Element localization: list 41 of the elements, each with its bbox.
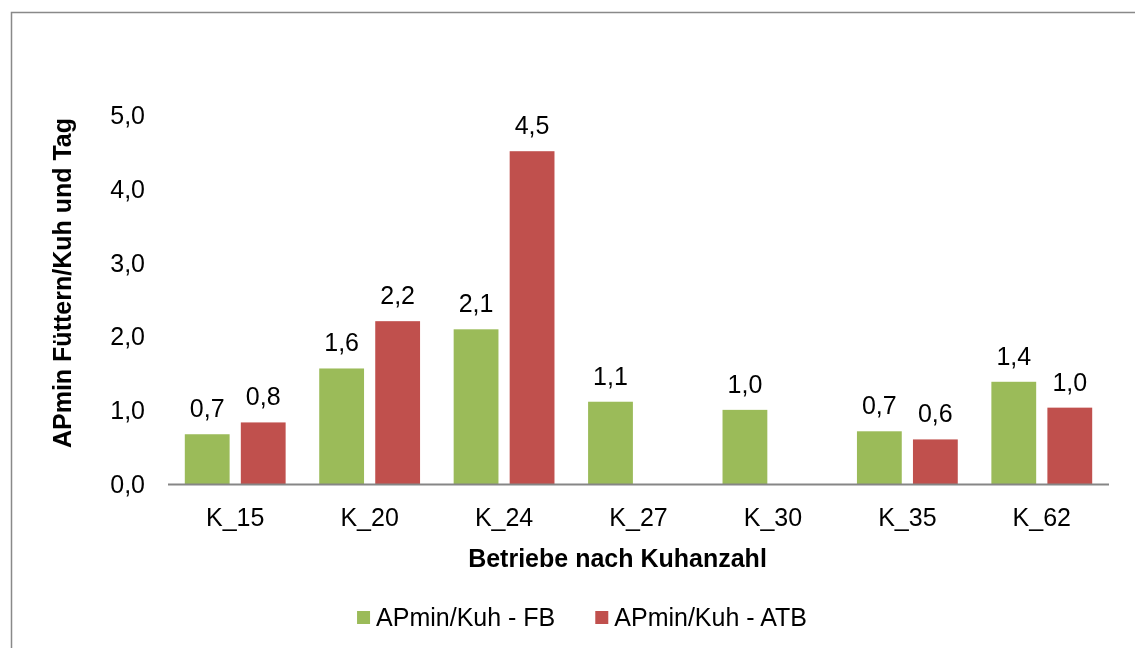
data-label: 0,8 — [245, 382, 281, 411]
bar — [991, 381, 1037, 485]
data-label: 2,1 — [458, 289, 494, 318]
x-tick-label: K_35 — [878, 503, 937, 531]
x-axis-title: Betriebe nach Kuhanzahl — [468, 544, 767, 572]
data-label: 0,7 — [861, 391, 897, 420]
bar — [240, 422, 286, 485]
x-tick-label: K_24 — [474, 503, 534, 531]
data-label: 4,5 — [514, 111, 550, 140]
bar — [722, 409, 768, 485]
data-label: 0,7 — [189, 394, 225, 423]
x-tick-label: K_27 — [609, 503, 668, 531]
bar — [588, 401, 633, 485]
y-tick-label: 3,0 — [110, 248, 145, 277]
x-tick-label: K_15 — [206, 503, 265, 531]
legend-label: APmin/Kuh - FB — [376, 603, 556, 631]
y-tick-label: 4,0 — [110, 174, 145, 203]
bar — [453, 329, 499, 485]
x-tick-label: K_20 — [340, 503, 399, 531]
bar — [912, 439, 958, 485]
bar — [1047, 407, 1093, 485]
data-label: 1,0 — [1052, 367, 1088, 396]
legend-label: APmin/Kuh - ATB — [614, 603, 807, 631]
y-tick-label: 5,0 — [110, 100, 145, 129]
bar — [509, 151, 555, 485]
data-label: 0,6 — [917, 399, 953, 428]
bar — [856, 431, 902, 485]
bar — [184, 434, 230, 485]
data-label: 2,2 — [380, 281, 416, 310]
y-tick-label: 2,0 — [110, 322, 145, 351]
data-label: 1,1 — [593, 361, 628, 390]
data-label: 1,0 — [727, 369, 763, 398]
y-tick-label: 0,0 — [110, 470, 145, 499]
bar — [375, 321, 421, 485]
bar — [319, 368, 365, 485]
x-tick-label: K_30 — [743, 503, 803, 531]
data-label: 1,6 — [324, 328, 360, 357]
y-axis-title: APmin Füttern/Kuh und Tag — [48, 117, 76, 449]
data-label: 1,4 — [996, 341, 1032, 370]
x-tick-label: K_62 — [1012, 503, 1071, 531]
y-tick-label: 1,0 — [110, 396, 145, 425]
